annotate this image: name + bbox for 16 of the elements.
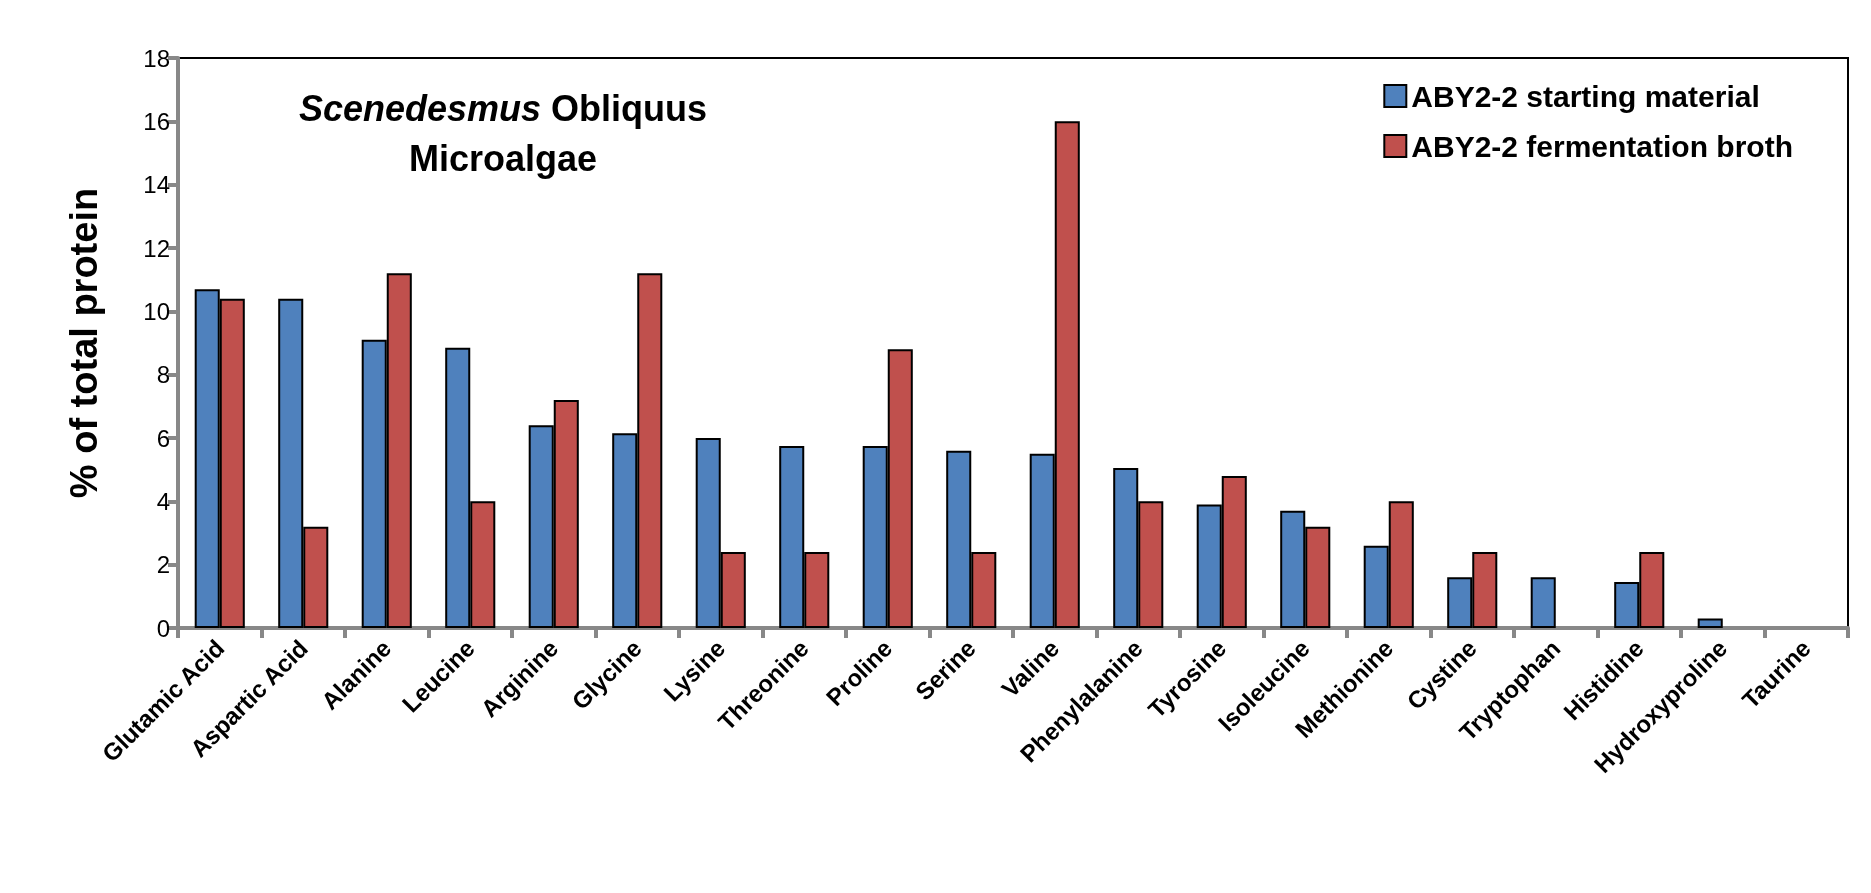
bar bbox=[1697, 618, 1723, 628]
bar bbox=[1530, 577, 1556, 628]
y-tick-label: 16 bbox=[143, 107, 170, 135]
y-tick-label: 12 bbox=[143, 234, 170, 262]
y-tick-label: 0 bbox=[156, 614, 170, 642]
y-tick-label: 2 bbox=[156, 551, 170, 579]
y-tick-label: 18 bbox=[143, 44, 170, 72]
y-tick-label: 8 bbox=[156, 361, 170, 389]
y-tick-label: 6 bbox=[156, 424, 170, 452]
legend-label: ABY2-2 fermentation broth bbox=[1411, 129, 1794, 163]
legend-label: ABY2-2 starting material bbox=[1411, 79, 1760, 113]
y-tick-label: 14 bbox=[143, 171, 170, 199]
y-tick-label: 10 bbox=[143, 297, 170, 325]
text: Scenedesmus Obliquus Microalgae bbox=[298, 87, 708, 179]
y-axis-title: % of total protein bbox=[63, 187, 105, 499]
y-tick-label: 4 bbox=[156, 487, 170, 515]
